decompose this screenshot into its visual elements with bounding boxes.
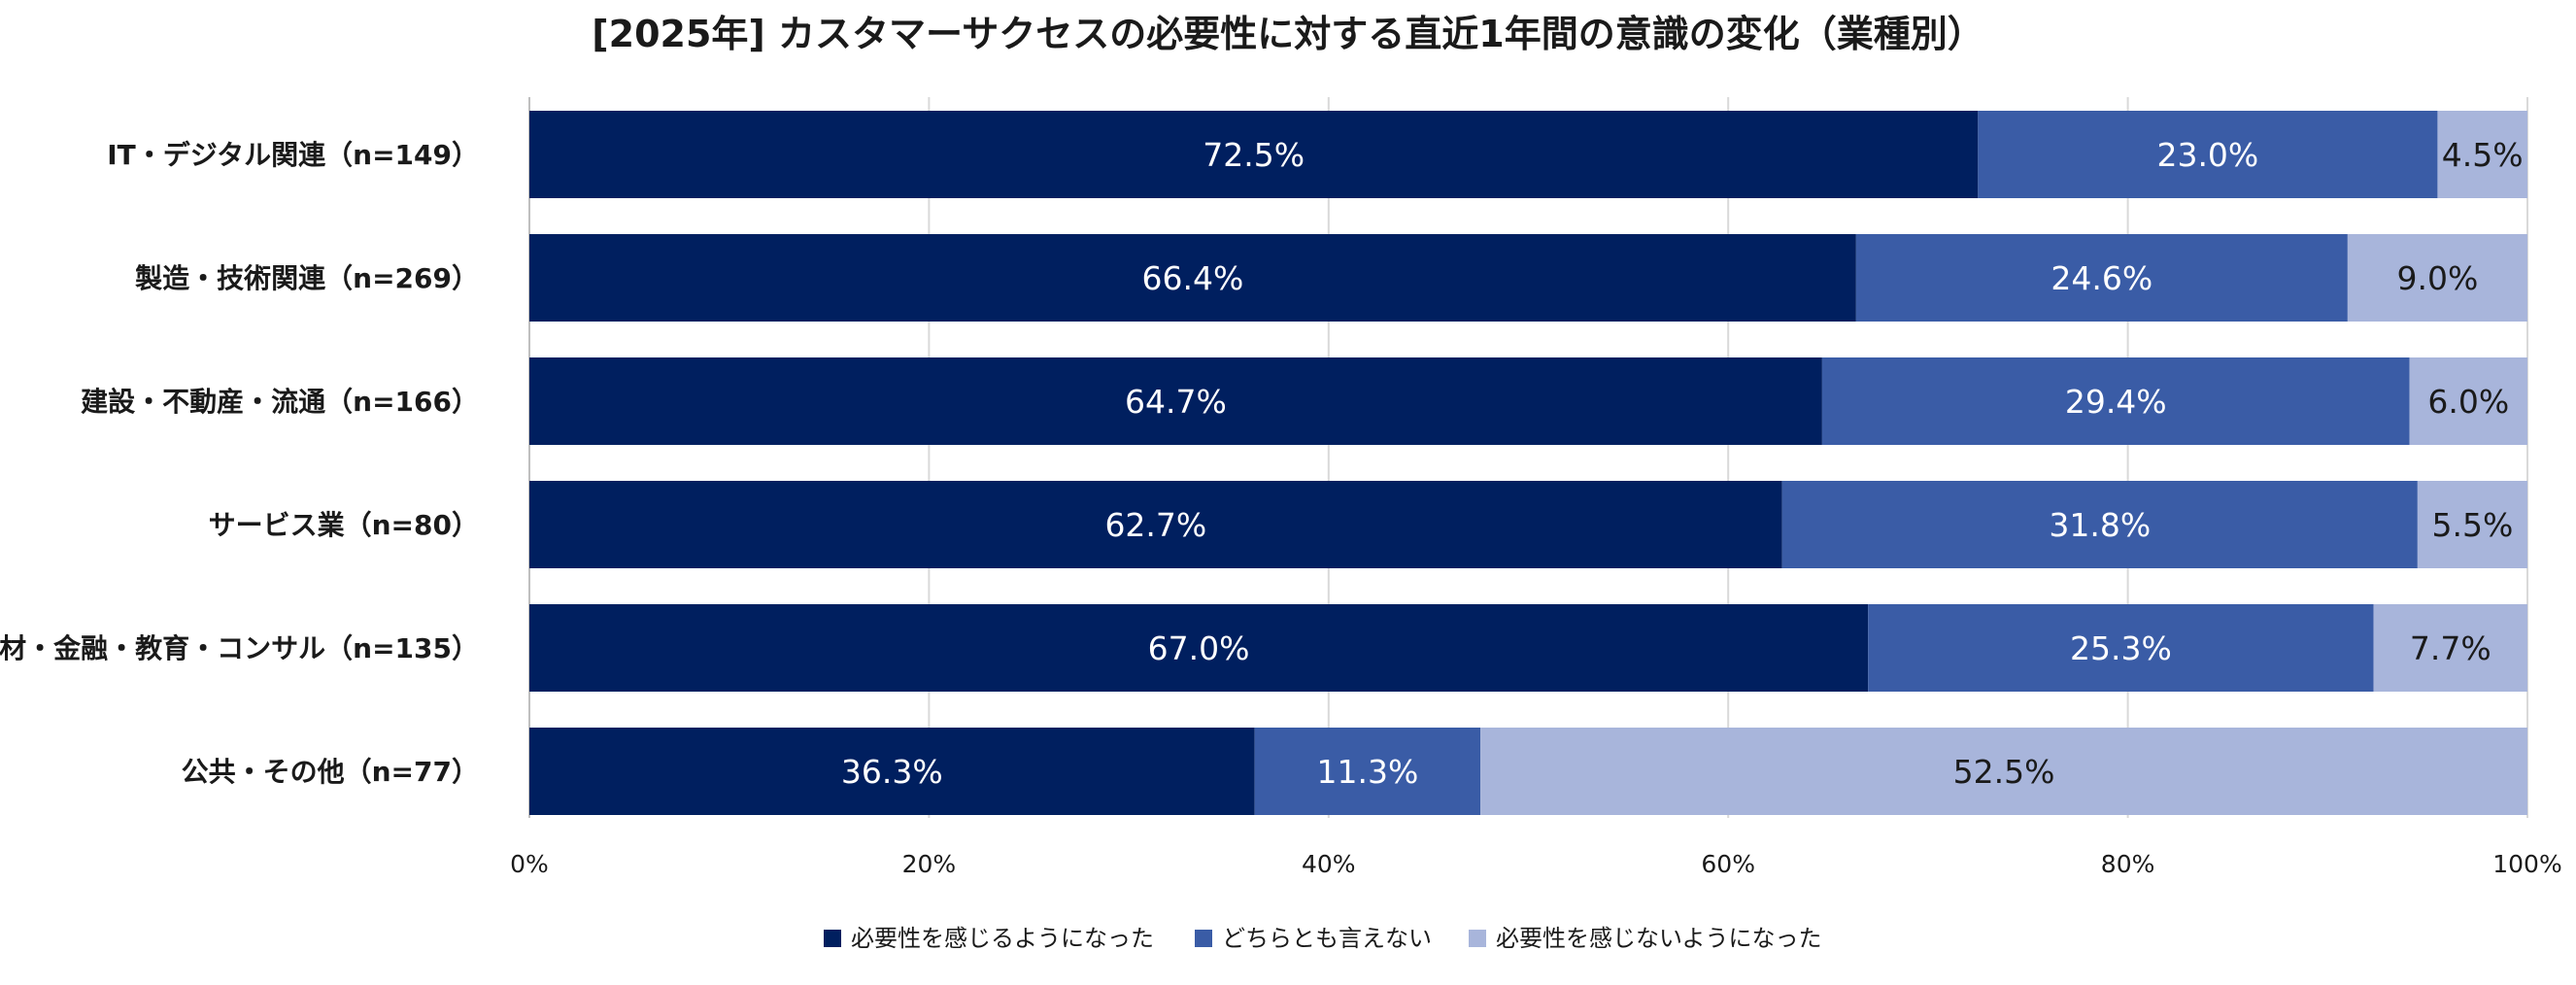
data-label: 11.3% — [1316, 753, 1418, 791]
bar-segment — [1781, 481, 2418, 568]
data-label: 5.5% — [2432, 506, 2514, 544]
bar-segment — [2373, 604, 2527, 692]
data-label: 67.0% — [1148, 629, 1250, 667]
bar-segment — [529, 357, 1822, 445]
bar-segment — [2347, 234, 2527, 322]
x-axis-ticks: 0% 20% 40% 60% 80% 100% — [510, 850, 2562, 878]
legend-swatch — [1195, 930, 1212, 947]
x-tick-label: 60% — [1701, 850, 1755, 878]
bar-segment — [529, 728, 1255, 815]
bars: 72.5% 23.0% 4.5% 66.4% 24.6% 9.0% 64.7% 29.4% 6.… — [529, 111, 2527, 815]
data-label: 29.4% — [2065, 383, 2167, 421]
data-label: 64.7% — [1125, 383, 1227, 421]
legend-label: どちらとも言えない — [1222, 925, 1432, 952]
legend-swatch — [1469, 930, 1486, 947]
bar-segment — [1855, 234, 2348, 322]
x-tick-label: 0% — [510, 850, 549, 878]
bar-segment — [1480, 728, 2527, 815]
bar-segment — [529, 481, 1782, 568]
category-labels: IT・デジタル関連（n=149） 製造・技術関連（n=269） 建設・不動産・流通（… — [0, 139, 479, 788]
category-label: 製造・技術関連（n=269） — [135, 262, 479, 294]
bar-segment — [529, 111, 1979, 198]
bar-segment — [1254, 728, 1481, 815]
bar-segment — [529, 234, 1856, 322]
x-tick-label: 100% — [2492, 850, 2561, 878]
legend-label: 必要性を感じるようになった — [851, 925, 1154, 952]
x-tick-label: 40% — [1302, 850, 1356, 878]
x-tick-label: 20% — [902, 850, 957, 878]
category-label: 公共・その他（n=77） — [182, 756, 479, 788]
data-label: 52.5% — [1953, 753, 2055, 791]
gridlines — [528, 97, 2528, 818]
x-tick-label: 80% — [2101, 850, 2155, 878]
legend-swatch — [824, 930, 841, 947]
bar-segment — [1978, 111, 2438, 198]
bar-segment — [1821, 357, 2410, 445]
category-label: IT・デジタル関連（n=149） — [107, 139, 479, 171]
data-label: 7.7% — [2410, 629, 2491, 667]
category-label: 建設・不動産・流通（n=166） — [81, 386, 479, 418]
data-label: 9.0% — [2397, 259, 2479, 297]
legend-label: 必要性を感じないようになった — [1496, 925, 1822, 952]
category-label: 人材・金融・教育・コンサル（n=135） — [0, 632, 479, 664]
data-label: 4.5% — [2442, 136, 2524, 174]
data-label: 62.7% — [1104, 506, 1206, 544]
data-label: 36.3% — [841, 753, 943, 791]
bar-segment — [1868, 604, 2374, 692]
bar-segment — [2409, 357, 2527, 445]
category-label: サービス業（n=80） — [209, 509, 479, 541]
bar-segment — [529, 604, 1869, 692]
legend: 必要性を感じるようになった どちらとも言えない 必要性を感じないようになった — [824, 925, 1822, 952]
data-label: 66.4% — [1142, 259, 1244, 297]
chart-title: [2025年] カスタマーサクセスの必要性に対する直近1年間の意識の変化（業種別… — [592, 13, 1983, 55]
data-label: 72.5% — [1203, 136, 1305, 174]
bar-segment — [2437, 111, 2527, 198]
data-label: 23.0% — [2156, 136, 2258, 174]
data-label: 24.6% — [2051, 259, 2152, 297]
data-label: 25.3% — [2070, 629, 2172, 667]
data-label: 31.8% — [2049, 506, 2151, 544]
data-label: 6.0% — [2427, 383, 2509, 421]
bar-segment — [2417, 481, 2527, 568]
